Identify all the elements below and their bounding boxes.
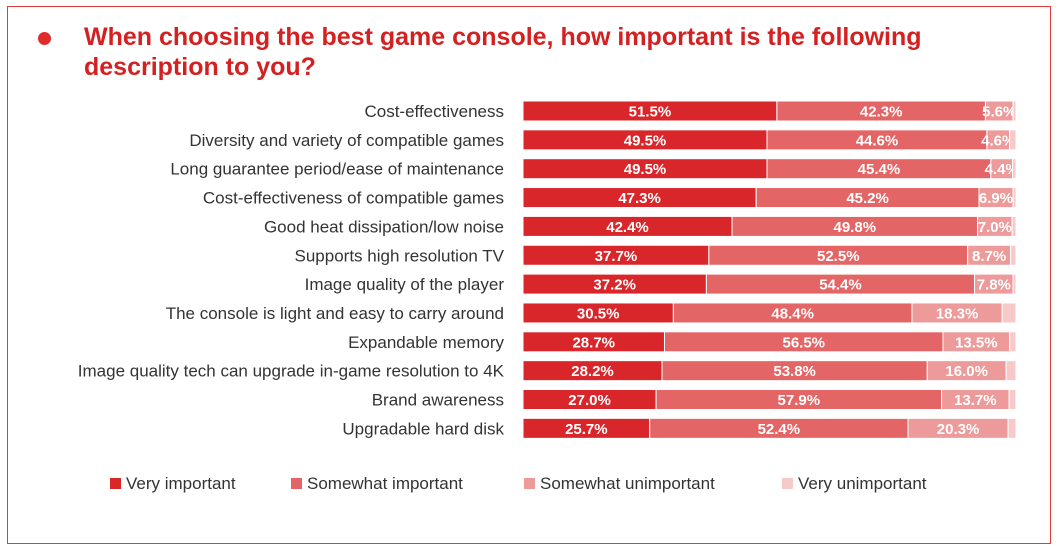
category-label-expandable-memory: Expandable memory xyxy=(348,333,504,352)
bar-very-unimportant-8 xyxy=(1001,302,1017,324)
value-label-very-important-6: 37.7% xyxy=(595,248,638,265)
value-label-very-important-5: 42.4% xyxy=(606,219,649,236)
bar-very-unimportant-1 xyxy=(1012,100,1017,122)
category-label-image-quality-of-the-player: Image quality of the player xyxy=(305,275,505,294)
chart-title: When choosing the best game console, how… xyxy=(84,23,922,81)
legend-label-very-unimportant: Very unimportant xyxy=(798,474,927,493)
value-label-somewhat-important-2: 44.6% xyxy=(856,132,899,149)
category-label-diversity-and-variety-of-compatible-games: Diversity and variety of compatible game… xyxy=(189,131,504,150)
category-label-good-heat-dissipation-low-noise: Good heat dissipation/low noise xyxy=(264,217,504,236)
value-label-very-important-12: 25.7% xyxy=(565,421,608,438)
value-label-somewhat-unimportant-9: 13.5% xyxy=(955,334,998,351)
legend-label-very-important: Very important xyxy=(126,474,236,493)
value-label-somewhat-unimportant-12: 20.3% xyxy=(937,421,980,438)
bar-very-unimportant-3 xyxy=(1012,158,1017,180)
title-bullet-icon xyxy=(38,32,51,45)
value-label-somewhat-important-11: 57.9% xyxy=(778,392,821,409)
value-label-somewhat-important-9: 56.5% xyxy=(782,334,825,351)
legend-label-somewhat-important: Somewhat important xyxy=(307,474,463,493)
legend-swatch-very-unimportant xyxy=(782,478,793,489)
value-label-somewhat-unimportant-2: 4.6% xyxy=(981,132,1015,149)
value-label-very-important-1: 51.5% xyxy=(629,104,672,121)
bar-very-unimportant-12 xyxy=(1007,417,1017,439)
bar-very-unimportant-9 xyxy=(1009,331,1017,353)
value-label-very-important-11: 27.0% xyxy=(568,392,611,409)
value-label-somewhat-unimportant-3: 4.4% xyxy=(985,161,1019,178)
value-label-somewhat-important-8: 48.4% xyxy=(771,305,814,322)
bar-very-unimportant-11 xyxy=(1008,389,1017,410)
bar-very-unimportant-6 xyxy=(1010,244,1017,266)
value-label-very-important-10: 28.2% xyxy=(571,363,614,380)
value-label-somewhat-important-5: 49.8% xyxy=(834,219,877,236)
value-label-somewhat-important-3: 45.4% xyxy=(858,161,901,178)
category-label-image-quality-tech-can-upgrade-in-game-resolution-to-4k: Image quality tech can upgrade in-game r… xyxy=(78,362,505,381)
value-label-very-important-4: 47.3% xyxy=(618,190,661,207)
bar-very-unimportant-4 xyxy=(1012,187,1017,209)
value-label-somewhat-unimportant-4: 6.9% xyxy=(979,190,1013,207)
value-label-somewhat-important-1: 42.3% xyxy=(860,104,903,121)
value-label-very-important-2: 49.5% xyxy=(624,132,667,149)
legend-swatch-somewhat-important xyxy=(291,478,302,489)
value-label-somewhat-important-4: 45.2% xyxy=(846,190,889,207)
legend-swatch-very-important xyxy=(110,478,121,489)
value-label-somewhat-important-7: 54.4% xyxy=(819,277,862,294)
value-label-somewhat-unimportant-8: 18.3% xyxy=(936,305,979,322)
category-label-the-console-is-light-and-easy-to-carry-around: The console is light and easy to carry a… xyxy=(166,304,504,323)
value-label-very-important-3: 49.5% xyxy=(624,161,667,178)
value-label-very-important-8: 30.5% xyxy=(577,305,620,322)
value-label-somewhat-unimportant-6: 8.7% xyxy=(972,248,1006,265)
bar-very-unimportant-5 xyxy=(1011,215,1017,237)
value-label-somewhat-unimportant-7: 7.8% xyxy=(977,277,1011,294)
category-label-supports-high-resolution-tv: Supports high resolution TV xyxy=(295,246,505,265)
legend-swatch-somewhat-unimportant xyxy=(524,478,535,489)
category-label-brand-awareness: Brand awareness xyxy=(372,391,504,410)
value-label-somewhat-unimportant-5: 7.0% xyxy=(978,219,1012,236)
value-label-very-important-7: 37.2% xyxy=(593,277,636,294)
value-label-very-important-9: 28.7% xyxy=(572,334,615,351)
value-label-somewhat-unimportant-10: 16.0% xyxy=(945,363,988,380)
value-label-somewhat-unimportant-1: 5.6% xyxy=(982,104,1016,121)
value-label-somewhat-unimportant-11: 13.7% xyxy=(954,392,997,409)
category-label-long-guarantee-period-ease-of-maintenance: Long guarantee period/ease of maintenanc… xyxy=(170,160,504,179)
value-label-somewhat-important-12: 52.4% xyxy=(758,421,801,438)
category-label-cost-effectiveness-of-compatible-games: Cost-effectiveness of compatible games xyxy=(203,189,504,208)
value-label-somewhat-important-6: 52.5% xyxy=(817,248,860,265)
value-label-somewhat-important-10: 53.8% xyxy=(773,363,816,380)
category-label-upgradable-hard-disk: Upgradable hard disk xyxy=(342,419,504,438)
legend-label-somewhat-unimportant: Somewhat unimportant xyxy=(540,474,715,493)
bar-very-unimportant-10 xyxy=(1005,360,1017,382)
category-label-cost-effectiveness: Cost-effectiveness xyxy=(364,102,504,121)
bar-very-unimportant-7 xyxy=(1012,273,1017,295)
bar-very-unimportant-2 xyxy=(1009,129,1017,151)
